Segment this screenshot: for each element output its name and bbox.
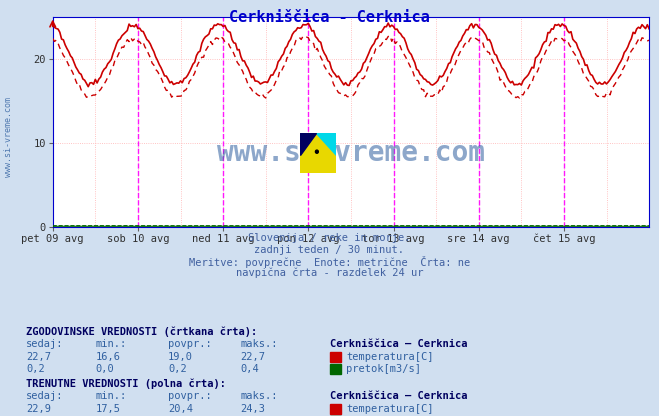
Text: 24,3: 24,3 xyxy=(241,404,266,414)
Text: Cerkniščica – Cerknica: Cerkniščica – Cerknica xyxy=(330,339,467,349)
Text: min.:: min.: xyxy=(96,339,127,349)
Text: 22,9: 22,9 xyxy=(26,404,51,414)
Text: povpr.:: povpr.: xyxy=(168,339,212,349)
Text: min.:: min.: xyxy=(96,391,127,401)
Text: 17,5: 17,5 xyxy=(96,404,121,414)
Text: Slovenija / reke in morje.: Slovenija / reke in morje. xyxy=(248,233,411,243)
Text: www.si-vreme.com: www.si-vreme.com xyxy=(4,97,13,177)
Text: 20,4: 20,4 xyxy=(168,404,193,414)
Text: maks.:: maks.: xyxy=(241,339,278,349)
Text: Cerkniščica - Cerknica: Cerkniščica - Cerknica xyxy=(229,10,430,25)
Text: 0,2: 0,2 xyxy=(168,364,186,374)
Polygon shape xyxy=(316,133,336,155)
Text: 22,7: 22,7 xyxy=(241,352,266,362)
Text: 0,0: 0,0 xyxy=(96,364,114,374)
Polygon shape xyxy=(300,133,316,155)
Text: zadnji teden / 30 minut.: zadnji teden / 30 minut. xyxy=(254,245,405,255)
Text: Cerkniščica – Cerknica: Cerkniščica – Cerknica xyxy=(330,391,467,401)
Text: 16,6: 16,6 xyxy=(96,352,121,362)
Text: 0,4: 0,4 xyxy=(241,364,259,374)
Text: 22,7: 22,7 xyxy=(26,352,51,362)
Text: TRENUTNE VREDNOSTI (polna črta):: TRENUTNE VREDNOSTI (polna črta): xyxy=(26,379,226,389)
Text: www.si-vreme.com: www.si-vreme.com xyxy=(217,139,485,167)
Text: navpična črta - razdelek 24 ur: navpična črta - razdelek 24 ur xyxy=(236,268,423,278)
Text: pretok[m3/s]: pretok[m3/s] xyxy=(346,364,421,374)
Text: ZGODOVINSKE VREDNOSTI (črtkana črta):: ZGODOVINSKE VREDNOSTI (črtkana črta): xyxy=(26,327,258,337)
Circle shape xyxy=(316,150,318,153)
Text: povpr.:: povpr.: xyxy=(168,391,212,401)
Text: sedaj:: sedaj: xyxy=(26,339,64,349)
Text: temperatura[C]: temperatura[C] xyxy=(346,404,434,414)
Text: sedaj:: sedaj: xyxy=(26,391,64,401)
Text: Meritve: povprečne  Enote: metrične  Črta: ne: Meritve: povprečne Enote: metrične Črta:… xyxy=(189,256,470,268)
Text: temperatura[C]: temperatura[C] xyxy=(346,352,434,362)
Text: 0,2: 0,2 xyxy=(26,364,45,374)
Text: 19,0: 19,0 xyxy=(168,352,193,362)
Text: maks.:: maks.: xyxy=(241,391,278,401)
